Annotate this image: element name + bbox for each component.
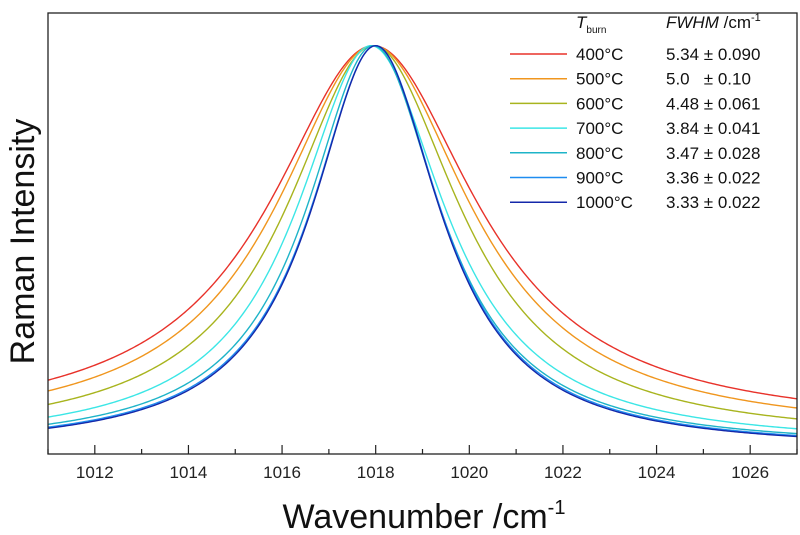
x-tick-label: 1014 — [170, 463, 208, 482]
series-line-600c — [48, 44, 797, 420]
legend-temperature: 600°C — [576, 94, 623, 113]
legend-fwhm-value: 3.33 ± 0.022 — [666, 193, 760, 212]
legend-temperature: 400°C — [576, 45, 623, 64]
legend-fwhm-value: 3.36 ± 0.022 — [666, 169, 760, 188]
legend-fwhm-value: 4.48 ± 0.061 — [666, 94, 760, 113]
legend-header-temperature: Tburn — [576, 13, 606, 36]
series-line-1000c — [48, 44, 797, 438]
x-tick-label: 1022 — [544, 463, 582, 482]
legend-fwhm-value: 5.0 ± 0.10 — [666, 70, 751, 89]
legend-header-fwhm: FWHM /cm-1 — [666, 12, 761, 32]
legend-rows: 400°C 5.34 ± 0.090 500°C 5.0 ± 0.10 600°C 4.4… — [510, 45, 760, 212]
x-tick-label: 1018 — [357, 463, 395, 482]
legend-temperature: 500°C — [576, 70, 623, 89]
series-line-700c — [48, 45, 797, 430]
legend-temperature: 800°C — [576, 144, 623, 163]
legend: Tburn FWHM /cm-1 400°C 5.34 ± 0.090 500°C 5… — [510, 12, 761, 212]
x-tick-label: 1024 — [638, 463, 676, 482]
x-axis-label: Wavenumber /cm-1 — [283, 497, 566, 535]
legend-temperature: 900°C — [576, 169, 623, 188]
legend-fwhm-value: 3.84 ± 0.041 — [666, 119, 760, 138]
x-tick-label: 1020 — [450, 463, 488, 482]
x-tick-label: 1016 — [263, 463, 301, 482]
legend-fwhm-value: 3.47 ± 0.028 — [666, 144, 760, 163]
x-tick-label: 1012 — [76, 463, 114, 482]
y-axis-label: Raman Intensity — [4, 119, 42, 365]
x-tick-label: 1026 — [731, 463, 769, 482]
legend-temperature: 1000°C — [576, 193, 633, 212]
x-axis-ticks: 1012 1014 1016 1018 1020 1022 1024 1026 — [47, 445, 798, 482]
series-curves — [48, 44, 797, 438]
legend-fwhm-value: 5.34 ± 0.090 — [666, 45, 760, 64]
series-line-500c — [48, 44, 797, 409]
series-line-400c — [48, 44, 797, 400]
legend-temperature: 700°C — [576, 119, 623, 138]
